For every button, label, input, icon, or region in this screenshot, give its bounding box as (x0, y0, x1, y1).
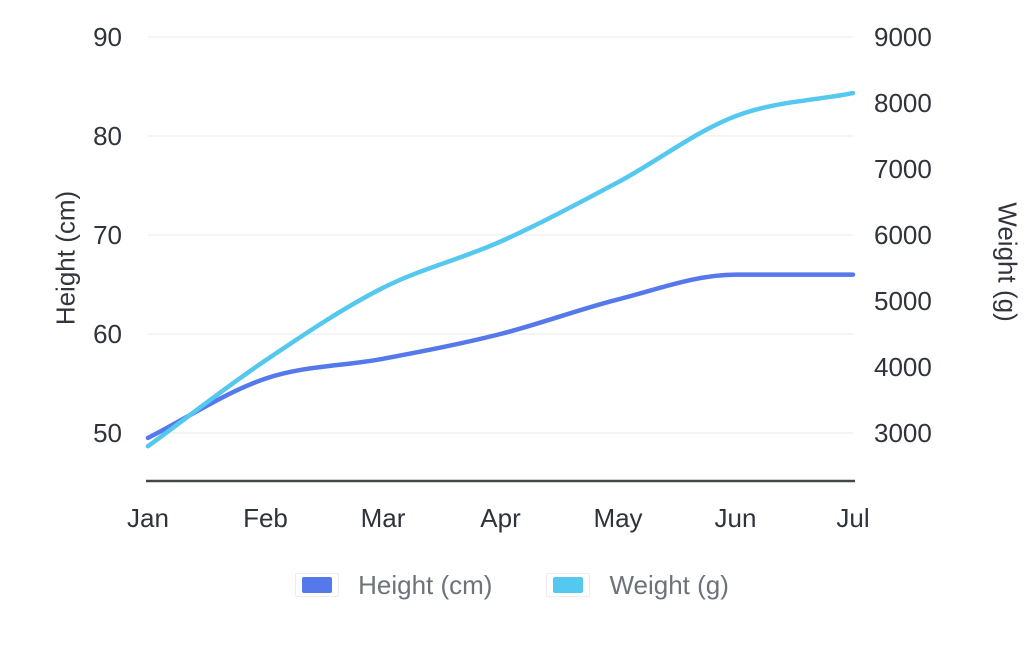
y-axis-right-tick-label: 8000 (874, 88, 932, 118)
x-axis-tick-label: Mar (360, 503, 406, 533)
legend-item-height-cm[interactable]: Height (cm) (295, 571, 492, 599)
y-axis-right-tick-label: 7000 (874, 154, 932, 184)
y-axis-left-tick-label: 70 (93, 220, 122, 250)
series-line-height-cm[interactable] (145, 272, 856, 441)
legend-swatch-fill (302, 577, 333, 593)
y-axis-left-tick-label: 60 (93, 319, 122, 349)
series-line-weight-g[interactable] (145, 90, 856, 449)
legend-swatch-fill (553, 577, 584, 593)
y-axis-left-tick-label: 80 (93, 121, 122, 151)
x-axis-tick-label: Jun (714, 503, 757, 533)
legend-label: Height (cm) (358, 570, 493, 600)
y-axis-left-tick-label: 90 (93, 22, 122, 52)
legend-item-weight-g[interactable]: Weight (g) (546, 570, 729, 600)
legend-label: Weight (g) (609, 570, 729, 600)
right-axis-title: Weight (g) (992, 202, 1023, 322)
x-axis-tick-label: Apr (480, 503, 521, 533)
gridlines (148, 36, 853, 434)
legend: Height (cm) Weight (g) (0, 571, 1024, 599)
y-axis-right-tick-label: 4000 (874, 352, 932, 382)
legend-swatch (546, 573, 591, 597)
y-axis-right-tick-label: 3000 (874, 418, 932, 448)
y-axis-left-tick-label: 50 (93, 418, 122, 448)
y-axis-right-tick-label: 5000 (874, 286, 932, 316)
legend-swatch (295, 573, 340, 597)
x-axis-tick-label: May (593, 503, 643, 533)
series-lines[interactable] (145, 90, 856, 449)
y-axis-right-tick-label: 9000 (874, 22, 932, 52)
y-axis-right-tick-label: 6000 (874, 220, 932, 250)
x-axis-tick-label: Jan (127, 503, 169, 533)
x-axis-tick-label: Feb (243, 503, 288, 533)
left-axis-title: Height (cm) (50, 190, 81, 326)
x-axis-tick-label: Jul (836, 503, 870, 533)
